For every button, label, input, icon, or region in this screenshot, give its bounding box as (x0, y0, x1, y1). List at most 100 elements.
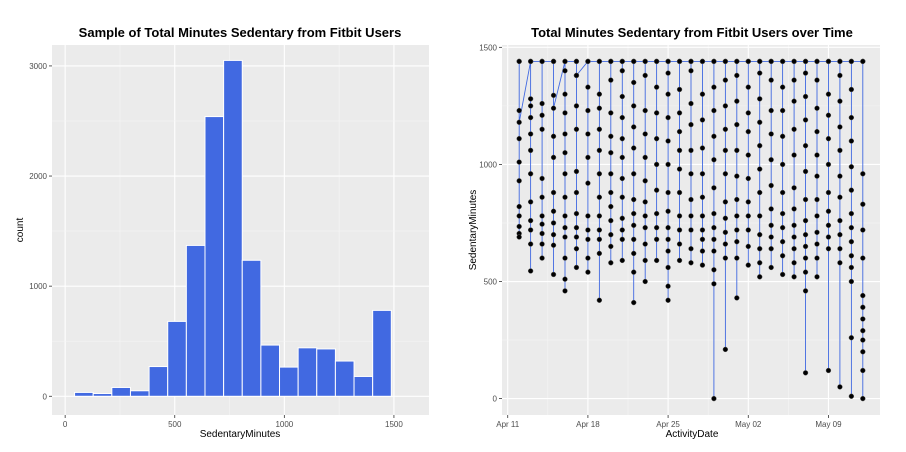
timeseries-point (711, 248, 717, 254)
timeseries-point (550, 58, 557, 65)
timeseries-point (711, 133, 717, 139)
timeseries-point (837, 98, 843, 104)
timeseries-point (596, 236, 603, 243)
timeseries-point (642, 257, 648, 264)
timeseries-point (757, 260, 763, 266)
timeseries-point (848, 278, 855, 285)
timeseries-point (825, 91, 832, 97)
timeseries-point (596, 171, 603, 177)
histogram-bar (353, 375, 374, 397)
timeseries-point (562, 171, 568, 177)
timeseries-point (814, 152, 820, 158)
timeseries-point (848, 264, 855, 271)
timeseries-point (791, 77, 797, 83)
timeseries-point (814, 58, 820, 65)
timeseries-axes: Apr 11 Apr 18 Apr 25 May 02 May 09 0 500 1000 15… (479, 43, 842, 429)
timeseries-point (631, 124, 637, 130)
timeseries-x-tick-label: May 02 (735, 420, 762, 429)
timeseries-point (596, 227, 603, 233)
timeseries-point (619, 58, 625, 65)
timeseries-point (722, 229, 729, 235)
timeseries-point (596, 250, 603, 257)
timeseries-point (642, 131, 648, 137)
histogram-bar (223, 59, 243, 397)
timeseries-point (745, 152, 751, 158)
timeseries-point (779, 58, 786, 65)
timeseries-point (665, 297, 671, 303)
timeseries-point (779, 84, 786, 90)
timeseries-point (814, 213, 820, 219)
timeseries-point (711, 236, 717, 243)
histogram-y-axis-label: count (15, 218, 26, 243)
timeseries-point (768, 157, 774, 163)
timeseries-point (631, 103, 637, 109)
timeseries-point (814, 173, 820, 179)
timeseries-point (802, 269, 809, 275)
timeseries-point (791, 58, 797, 65)
timeseries-point (676, 58, 683, 65)
timeseries-point (653, 58, 660, 65)
timeseries-point (527, 217, 534, 224)
timeseries-point (596, 126, 603, 132)
timeseries-point (527, 103, 534, 109)
timeseries-point (722, 103, 729, 109)
timeseries-point (527, 241, 534, 247)
timeseries-point (562, 68, 568, 74)
timeseries-point (550, 154, 557, 161)
histogram-bar (316, 348, 336, 397)
timeseries-point (814, 105, 820, 111)
timeseries-point (527, 114, 534, 121)
timeseries-point (665, 236, 671, 243)
timeseries-point (722, 241, 729, 247)
timeseries-point (665, 208, 671, 214)
timeseries-point (688, 58, 694, 65)
timeseries-point (688, 260, 694, 266)
timeseries-point (619, 257, 625, 264)
timeseries-point (837, 246, 843, 252)
timeseries-point (585, 236, 591, 243)
timeseries-point (527, 58, 534, 65)
timeseries-point (688, 147, 694, 154)
timeseries-point (768, 182, 774, 189)
timeseries-point (814, 241, 820, 247)
timeseries-point (596, 213, 603, 219)
timeseries-point (642, 72, 648, 79)
timeseries-point (791, 126, 797, 132)
histogram-bar (92, 393, 113, 397)
timeseries-point (711, 267, 717, 273)
timeseries-point (573, 225, 580, 231)
timeseries-point (791, 222, 797, 228)
timeseries-point (527, 147, 534, 154)
timeseries-point (539, 112, 545, 118)
timeseries-point (802, 243, 809, 250)
timeseries-point (562, 213, 568, 219)
timeseries-point (642, 225, 648, 231)
timeseries-point (573, 72, 580, 79)
timeseries-point (619, 68, 625, 74)
timeseries-point (585, 58, 591, 65)
timeseries-point (688, 68, 694, 74)
timeseries-point (734, 173, 740, 179)
timeseries-point (837, 384, 843, 390)
timeseries-point (802, 143, 809, 149)
timeseries-point (585, 84, 591, 90)
timeseries-point (722, 255, 729, 261)
timeseries-point (711, 84, 717, 90)
histogram-x-tick-label: 500 (168, 420, 182, 429)
timeseries-point (688, 196, 694, 203)
timeseries-point (608, 189, 614, 196)
timeseries-point (608, 133, 614, 139)
timeseries-point (745, 243, 751, 250)
timeseries-point (631, 79, 637, 86)
timeseries-point (722, 199, 729, 205)
timeseries-point (527, 171, 534, 177)
histogram-bars (74, 59, 392, 397)
timeseries-point (814, 128, 820, 135)
timeseries-point (860, 58, 866, 65)
timeseries-point (608, 150, 614, 156)
timeseries-point (768, 131, 774, 137)
timeseries-point (734, 295, 740, 301)
histogram-bar (204, 116, 225, 397)
timeseries-point (562, 276, 568, 282)
